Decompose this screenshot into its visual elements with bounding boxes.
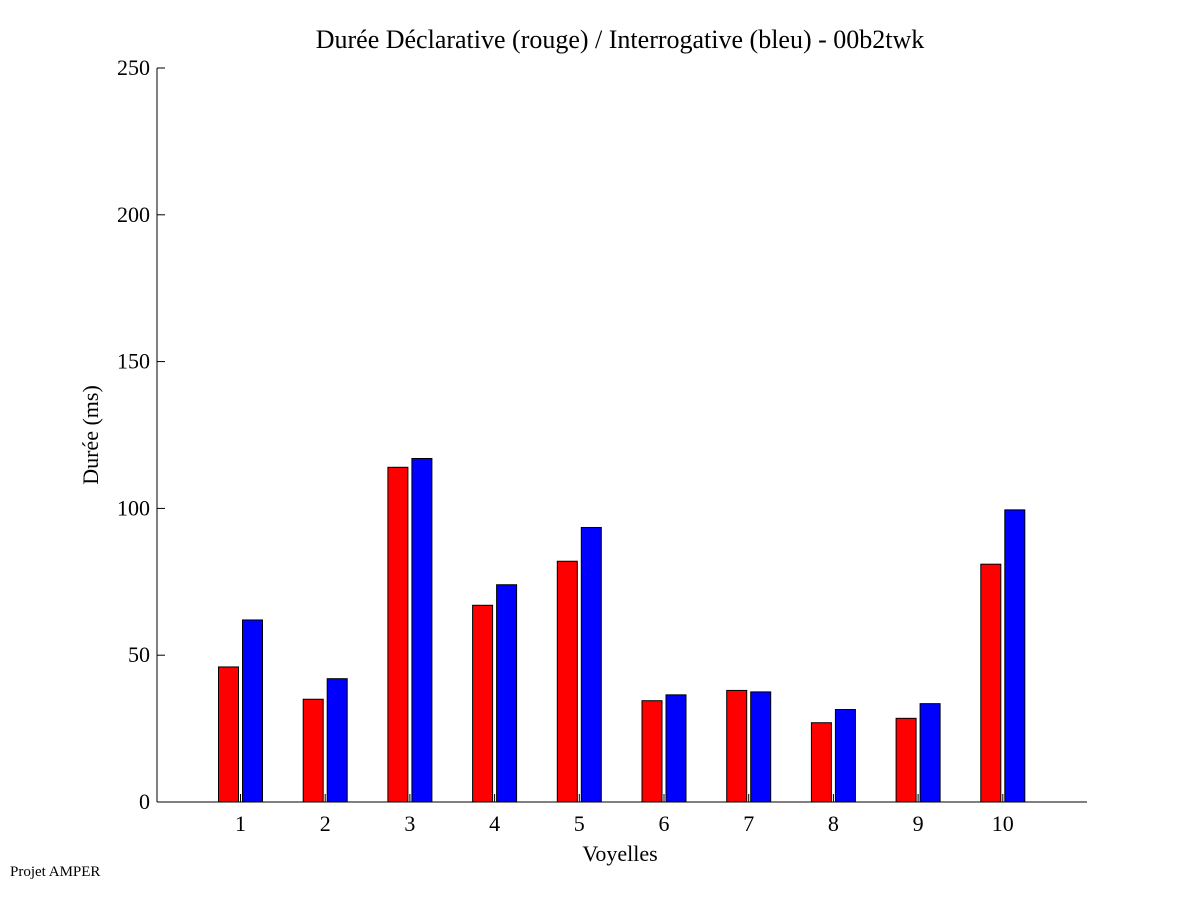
x-tick-label: 1 [235, 811, 246, 836]
bar-declarative-2 [302, 698, 324, 803]
bar-declarative-7 [726, 689, 748, 803]
x-tick-label: 4 [489, 811, 500, 836]
chart-title: Durée Déclarative (rouge) / Interrogativ… [316, 25, 925, 54]
x-axis-label: Voyelles [582, 841, 657, 866]
bar-interrogative-3 [411, 457, 433, 803]
bars-group [218, 457, 1026, 803]
y-tick-label: 150 [117, 349, 150, 374]
x-tick-label: 8 [828, 811, 839, 836]
bar-interrogative-6 [665, 694, 687, 803]
x-tick-label: 2 [320, 811, 331, 836]
footer-credit: Projet AMPER [10, 864, 101, 880]
bar-declarative-4 [472, 604, 494, 803]
y-tick-label: 50 [128, 642, 150, 667]
bar-interrogative-9 [919, 703, 941, 803]
bar-declarative-6 [641, 700, 663, 803]
x-tick-label: 9 [913, 811, 924, 836]
bar-declarative-1 [218, 666, 239, 803]
x-axis-ticks: 1 2 3 4 5 6 7 8 9 10 [235, 794, 1014, 836]
y-tick-label: 250 [117, 55, 150, 80]
bar-declarative-10 [980, 563, 1002, 803]
bar-interrogative-4 [496, 584, 518, 803]
bar-interrogative-7 [750, 691, 772, 803]
x-tick-label: 7 [743, 811, 754, 836]
bar-declarative-8 [810, 722, 832, 803]
y-axis-label: Durée (ms) [78, 385, 103, 485]
x-tick-label: 6 [659, 811, 670, 836]
y-tick-label: 100 [117, 495, 150, 520]
x-tick-label: 10 [992, 811, 1014, 836]
bar-declarative-9 [895, 717, 917, 803]
bar-interrogative-5 [580, 526, 602, 803]
y-tick-label: 0 [139, 789, 150, 814]
bar-interrogative-2 [326, 678, 348, 803]
bar-interrogative-1 [242, 619, 263, 803]
x-tick-label: 3 [404, 811, 415, 836]
bar-declarative-5 [556, 560, 578, 803]
x-tick-label: 5 [574, 811, 585, 836]
y-axis-ticks: 0 50 100 150 200 250 [117, 55, 165, 814]
bar-interrogative-10 [1004, 509, 1026, 803]
bar-interrogative-8 [834, 709, 856, 803]
y-tick-label: 200 [117, 202, 150, 227]
bar-declarative-3 [387, 466, 409, 803]
